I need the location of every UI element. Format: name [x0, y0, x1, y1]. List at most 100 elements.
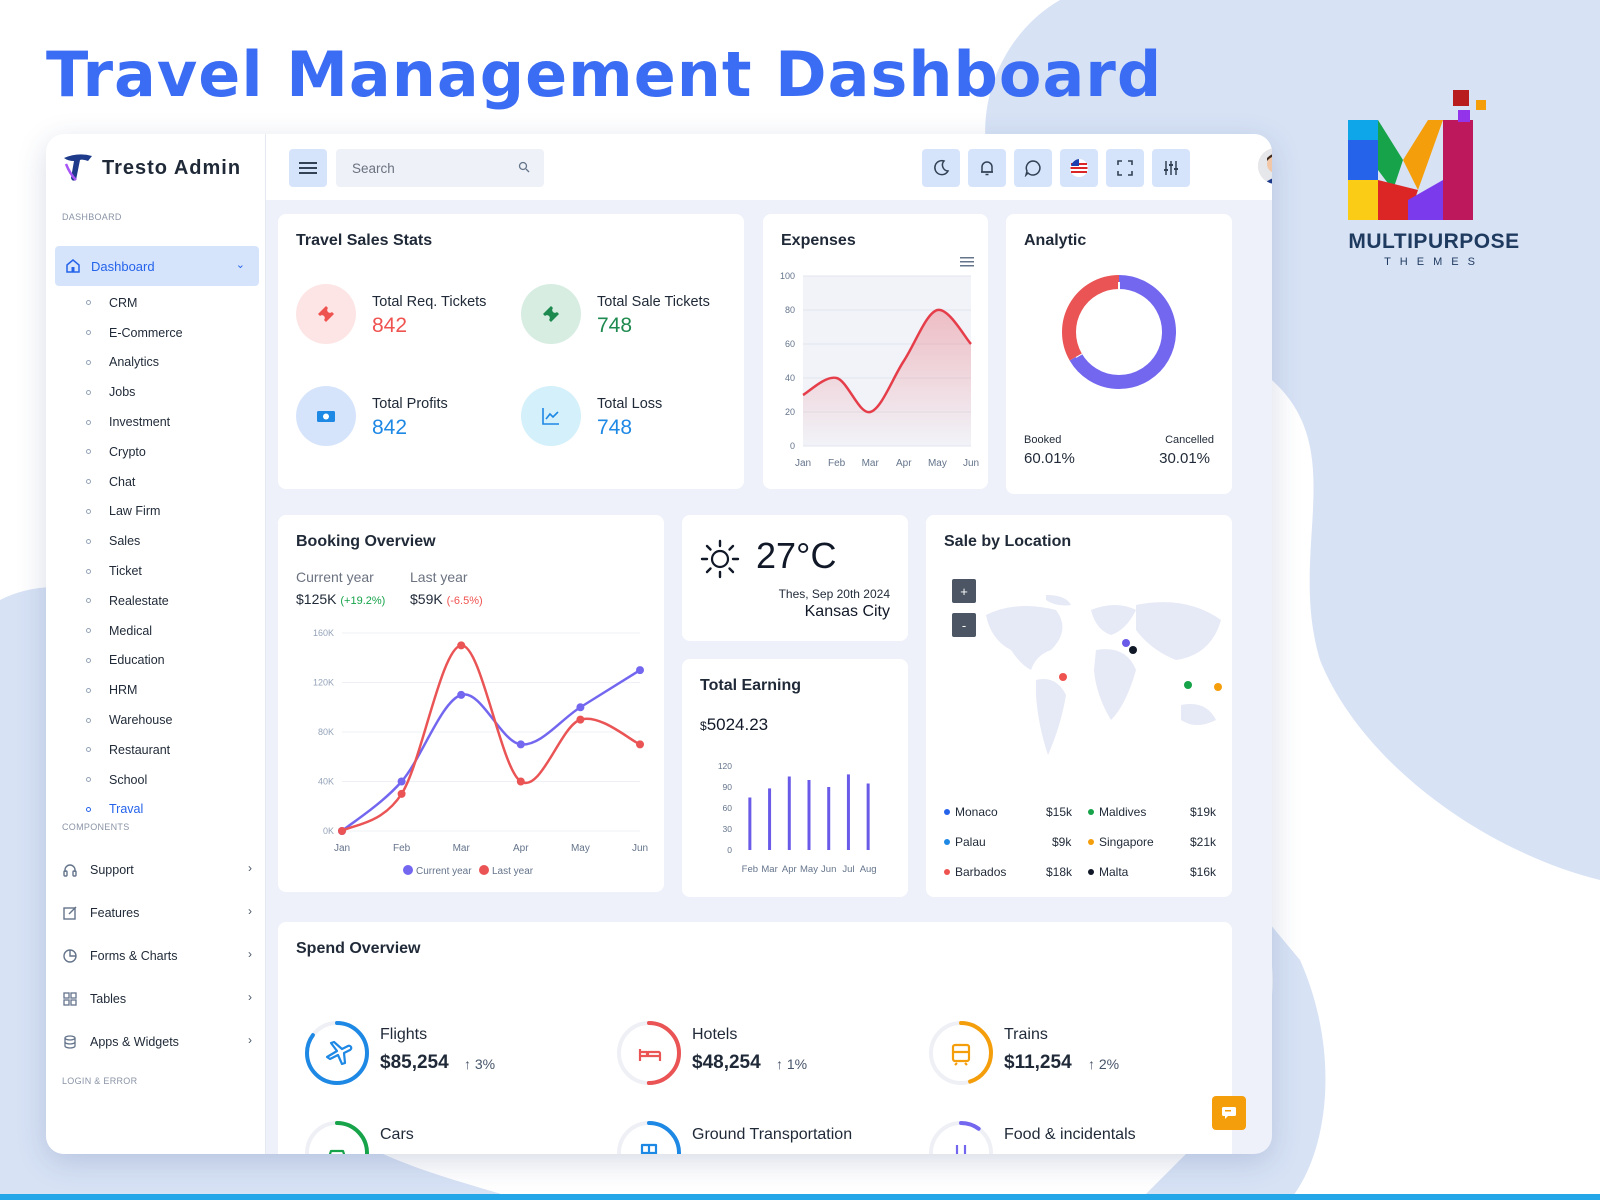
data-point[interactable] [636, 666, 644, 675]
spend-item-name: Flights [380, 1026, 428, 1043]
data-point[interactable] [397, 789, 406, 798]
donut-slice-cancelled[interactable] [1062, 275, 1120, 361]
bar-jun[interactable] [827, 787, 831, 850]
location-value: $21k [1190, 835, 1217, 849]
settings-button[interactable] [1152, 149, 1190, 187]
data-point[interactable] [576, 703, 585, 712]
analytic-donut-chart [1062, 275, 1176, 389]
bar-mar[interactable] [768, 788, 772, 850]
data-point[interactable] [576, 715, 585, 724]
menu-toggle-button[interactable] [289, 149, 327, 187]
location-value: $18k [1046, 865, 1073, 879]
messages-button[interactable] [1014, 149, 1052, 187]
data-point[interactable] [636, 740, 644, 749]
sidebar-item-tables[interactable]: Tables › [62, 987, 252, 1011]
sidebar-subitem-crypto[interactable]: Crypto [86, 437, 183, 467]
topbar: Search [266, 134, 1272, 200]
map-marker-maldives[interactable] [1184, 681, 1192, 689]
x-tick-label: Apr [896, 458, 912, 469]
current-year-value: $125K (+19.2%) [296, 591, 385, 607]
sidebar-item-apps-widgets[interactable]: Apps & Widgets › [62, 1030, 252, 1054]
data-point[interactable] [516, 740, 525, 749]
bar-feb[interactable] [748, 797, 752, 851]
bar-apr[interactable] [787, 776, 791, 851]
sidebar-subitem-crm[interactable]: CRM [86, 288, 183, 318]
spend-item-flights: Flights $85,254 ↑ 3% [304, 1020, 564, 1090]
brand-subtitle: THEMES [1384, 256, 1484, 268]
sidebar-subitem-ticket[interactable]: Ticket [86, 556, 183, 586]
last-value-amount: $59K [410, 591, 443, 607]
notifications-button[interactable] [968, 149, 1006, 187]
donut-slice-booked[interactable] [1069, 275, 1176, 389]
bullet-icon [86, 687, 91, 693]
data-point[interactable] [457, 641, 466, 650]
sidebar-subitem-investment[interactable]: Investment [86, 407, 183, 437]
last-year-label: Last year [410, 569, 468, 585]
user-avatar[interactable] [1258, 148, 1272, 184]
sidebar-item-support[interactable]: Support › [62, 858, 252, 882]
bar-may[interactable] [807, 780, 811, 850]
spend-item-name: Food & incidentals [1004, 1126, 1136, 1143]
map-zoom-in-button[interactable]: + [952, 579, 976, 603]
menu-icon[interactable] [960, 256, 974, 268]
icon-shape [638, 1049, 662, 1061]
sidebar-subitem-jobs[interactable]: Jobs [86, 377, 183, 407]
fullscreen-button[interactable] [1106, 149, 1144, 187]
data-point[interactable] [457, 690, 466, 699]
sidebar-item-features[interactable]: Features › [62, 901, 252, 925]
y-tick-label: 0 [790, 441, 795, 451]
location-value: $16k [1190, 865, 1217, 879]
map-marker-malta[interactable] [1129, 646, 1137, 654]
map-marker-barbados[interactable] [1059, 673, 1067, 681]
sidebar-subitem-traval[interactable]: Traval [86, 795, 183, 825]
food-icon [955, 1145, 967, 1154]
map-markers [1059, 639, 1222, 691]
map-marker-singapore[interactable] [1214, 683, 1222, 691]
map-marker-monaco[interactable] [1122, 639, 1130, 647]
component-label: Support [90, 863, 134, 877]
sidebar-subitem-medical[interactable]: Medical [86, 616, 183, 646]
y-tick-label: 80K [318, 727, 334, 737]
ring-track [305, 1121, 369, 1154]
stat-value: 842 [372, 314, 408, 337]
search-input[interactable]: Search [336, 149, 544, 187]
sidebar-subitem-restaurant[interactable]: Restaurant [86, 735, 183, 765]
legend-dot [944, 839, 950, 845]
location-value: $19k [1190, 805, 1217, 819]
bar-aug[interactable] [866, 783, 870, 851]
sidebar-subitem-analytics[interactable]: Analytics [86, 348, 183, 378]
sidebar-subitem-sales[interactable]: Sales [86, 526, 183, 556]
search-placeholder: Search [352, 160, 395, 176]
data-point[interactable] [516, 777, 525, 786]
chevron-down-icon: ⌄ [235, 259, 245, 271]
last-value-change: (-6.5%) [446, 595, 483, 607]
data-point[interactable] [397, 777, 406, 786]
subitem-label: Sales [109, 534, 141, 549]
ring-progress [617, 1021, 681, 1085]
stat-label: Total Profits [372, 396, 448, 412]
theme-toggle-button[interactable] [922, 149, 960, 187]
spend-item-name: Cars [380, 1126, 414, 1143]
sidebar-subitem-warehouse[interactable]: Warehouse [86, 705, 183, 735]
sidebar-subitem-chat[interactable]: Chat [86, 467, 183, 497]
chart-icon [521, 386, 581, 446]
sidebar-subitem-law-firm[interactable]: Law Firm [86, 497, 183, 527]
map-zoom-out-button[interactable]: - [952, 613, 976, 637]
data-point[interactable] [338, 827, 346, 835]
spend-item-name: Ground Transportation [692, 1126, 853, 1143]
app-logo[interactable]: Tresto Admin [62, 152, 241, 184]
sidebar-subitem-realestate[interactable]: Realestate [86, 586, 183, 616]
bar-jul[interactable] [846, 774, 850, 850]
subitem-label: CRM [109, 295, 138, 310]
sidebar-subitem-education[interactable]: Education [86, 646, 183, 676]
sidebar-subitem-ecommerce[interactable]: E-Commerce [86, 318, 183, 348]
language-button[interactable] [1060, 149, 1098, 187]
bullet-icon [86, 359, 91, 365]
earning-bar-chart: 120 90 60 30 0 Feb Mar Apr May Jun Jul Aug [718, 761, 877, 875]
sidebar-item-dashboard[interactable]: Dashboard ⌄ [55, 246, 259, 286]
sidebar-subitem-hrm[interactable]: HRM [86, 675, 183, 705]
sidebar-item-forms-charts[interactable]: Forms & Charts › [62, 944, 252, 968]
sidebar-subitem-school[interactable]: School [86, 765, 183, 795]
chat-fab-button[interactable] [1212, 1096, 1246, 1130]
